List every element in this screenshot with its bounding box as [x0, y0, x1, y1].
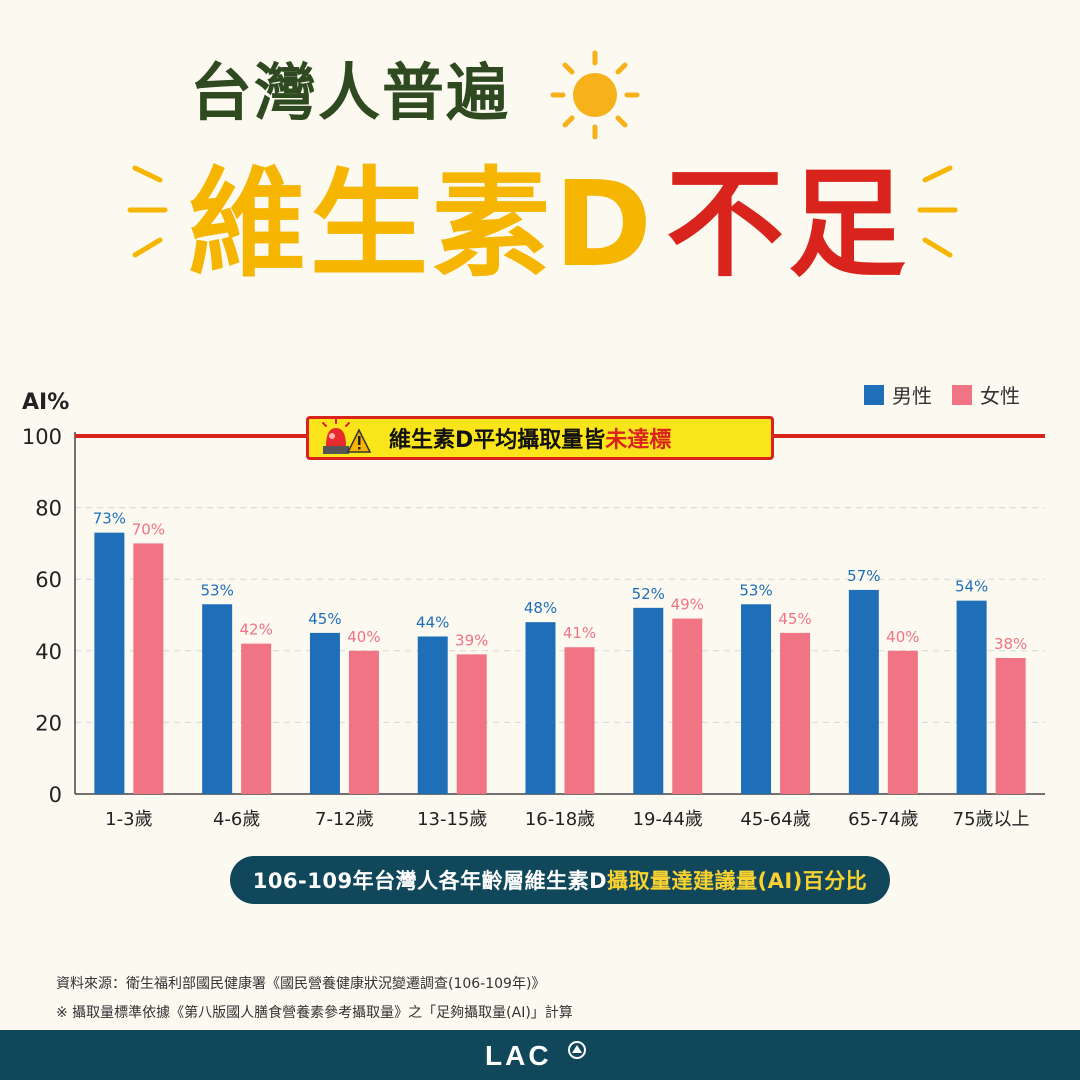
- bar-female: [780, 632, 811, 794]
- legend-item-female: 女性: [952, 380, 1020, 409]
- x-tick-label: 75歲以上: [953, 809, 1030, 830]
- bar-female: [564, 647, 595, 794]
- x-tick-label: 45-64歲: [740, 809, 810, 830]
- data-label: 42%: [239, 621, 272, 639]
- chart-legend: 男性 女性: [852, 380, 1020, 409]
- caption-text: 106-109年台灣人各年齡層維生素D: [252, 869, 608, 893]
- data-label: 48%: [524, 599, 557, 617]
- footnote-line: ※ 攝取量標準依據《第八版國人膳食營養素參考攝取量》之「足夠攝取量(AI)」計算: [56, 1005, 573, 1021]
- left-burst-icon: [127, 165, 168, 258]
- bar-male: [633, 607, 664, 794]
- data-label: 52%: [632, 585, 665, 603]
- bar-female: [887, 650, 918, 794]
- data-label: 44%: [416, 613, 449, 631]
- bar-male: [741, 604, 772, 794]
- title-line1: 台灣人普遍: [190, 56, 511, 129]
- x-tick-label: 16-18歲: [525, 809, 595, 830]
- y-tick-label: 0: [49, 783, 62, 807]
- data-label: 53%: [739, 581, 772, 599]
- legend-label-female: 女性: [980, 384, 1020, 408]
- title-vitamin-d: 維生素D: [188, 155, 656, 293]
- y-tick-label: 60: [35, 568, 62, 592]
- source-notes: 資料來源：衛生福利部國民健康署《國民營養健康狀況變遷調查(106-109年)》 …: [56, 970, 573, 1028]
- legend-item-male: 男性: [864, 380, 932, 409]
- sun-icon: [550, 50, 640, 140]
- bar-female: [241, 643, 272, 794]
- data-label: 40%: [347, 628, 380, 646]
- data-label: 49%: [671, 596, 704, 614]
- title-line2: 維生素D不足: [188, 165, 910, 283]
- bar-male: [525, 622, 556, 794]
- bar-female: [348, 650, 379, 794]
- y-tick-label: 20: [35, 711, 62, 735]
- banner-emphasis: 未達標: [605, 428, 672, 453]
- bar-male: [202, 604, 233, 794]
- bar-female: [133, 543, 164, 794]
- y-axis-title: AI%: [22, 390, 70, 415]
- bar-female: [995, 657, 1026, 794]
- bar-male: [848, 589, 879, 794]
- legend-swatch-female: [952, 384, 972, 405]
- bar-female: [672, 618, 703, 794]
- legend-swatch-male: [864, 384, 884, 405]
- data-label: 57%: [847, 567, 880, 585]
- bar-male: [417, 636, 448, 794]
- y-tick-label: 100: [22, 425, 62, 449]
- y-tick-label: 40: [35, 640, 62, 664]
- data-label: 54%: [955, 578, 988, 596]
- bar-male: [309, 632, 340, 794]
- data-label: 70%: [132, 520, 165, 538]
- bar-male: [956, 600, 987, 794]
- alarm-icon: [322, 417, 372, 454]
- bar-female: [456, 654, 487, 794]
- data-label: 38%: [994, 635, 1027, 653]
- data-label: 39%: [455, 631, 488, 649]
- x-tick-label: 65-74歲: [848, 809, 918, 830]
- data-label: 41%: [563, 624, 596, 642]
- title-insufficient: 不足: [665, 155, 910, 293]
- warning-banner: 維生素D平均攝取量皆 未達標: [306, 416, 774, 460]
- caption-emphasis: 攝取量達建議量(AI)百分比: [607, 869, 868, 893]
- data-label: 53%: [200, 581, 233, 599]
- x-tick-label: 4-6歲: [213, 809, 260, 830]
- right-burst-icon: [917, 165, 958, 258]
- chart-caption: 106-109年台灣人各年齡層維生素D 攝取量達建議量(AI)百分比: [230, 856, 890, 904]
- x-tick-label: 7-12歲: [315, 809, 374, 830]
- data-label: 40%: [886, 628, 919, 646]
- footer-bar: LAC: [0, 1030, 1080, 1080]
- source-line: 資料來源：衛生福利部國民健康署《國民營養健康狀況變遷調查(106-109年)》: [56, 976, 546, 992]
- lac-logo: LAC: [485, 1040, 586, 1071]
- x-tick-label: 13-15歲: [417, 809, 487, 830]
- logo-text: LAC: [485, 1040, 552, 1071]
- x-tick-label: 19-44歲: [633, 809, 703, 830]
- legend-label-male: 男性: [892, 384, 932, 408]
- x-tick-label: 1-3歲: [105, 809, 152, 830]
- y-tick-label: 80: [35, 497, 62, 521]
- banner-text: 維生素D平均攝取量皆: [389, 428, 606, 453]
- data-label: 73%: [93, 510, 126, 528]
- data-label: 45%: [308, 610, 341, 628]
- data-label: 45%: [778, 610, 811, 628]
- bar-male: [94, 532, 125, 794]
